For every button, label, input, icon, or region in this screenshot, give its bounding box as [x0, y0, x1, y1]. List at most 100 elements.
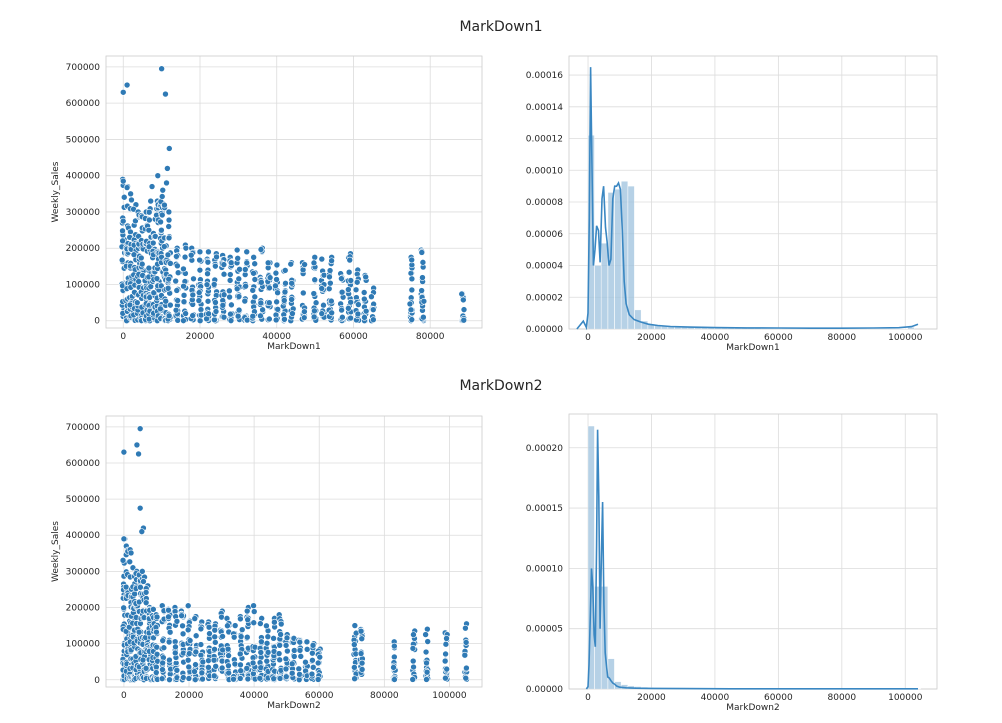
plot-frame — [105, 415, 483, 688]
scatter-point — [250, 253, 257, 261]
scatter-point — [345, 268, 353, 276]
x-tick-label: 0 — [585, 693, 591, 703]
scatter-point — [390, 664, 397, 671]
scatter-point — [316, 653, 324, 661]
y-tick-label: 0.00004 — [526, 262, 563, 272]
scatter-point — [137, 254, 145, 262]
scatter-point — [301, 308, 308, 315]
scatter-point — [351, 664, 358, 671]
scatter-point — [196, 317, 204, 325]
scatter-point — [185, 675, 193, 682]
scatter-point — [312, 299, 320, 307]
scatter-point — [249, 659, 257, 667]
scatter-point — [257, 620, 264, 627]
scatter-point — [127, 190, 134, 198]
scatter-point — [205, 310, 212, 318]
scatter-point — [150, 606, 157, 613]
scatter-point — [361, 295, 368, 303]
scatter-point — [302, 658, 309, 666]
y-tick-label: 600000 — [66, 459, 101, 469]
scatter-point — [338, 288, 346, 296]
scatter-point — [231, 622, 239, 629]
scatter-point — [410, 631, 417, 638]
x-tick-label: 60000 — [764, 333, 793, 343]
y-tick-label: 0.00010 — [526, 564, 563, 574]
scatter-point — [225, 652, 232, 659]
scatter-point — [230, 633, 238, 641]
scatter-point — [197, 625, 205, 633]
x-axis-label: MarkDown1 — [726, 343, 779, 353]
scatter-point — [288, 296, 295, 303]
scatter-point — [142, 589, 150, 596]
scatter-point — [153, 275, 161, 282]
scatter-point — [281, 288, 289, 296]
scatter-point — [289, 310, 296, 317]
scatter-point — [206, 630, 213, 637]
scatter-point — [224, 645, 232, 653]
x-tick-label: 40000 — [262, 332, 291, 342]
scatter-point — [264, 633, 272, 641]
scatter-point — [264, 259, 272, 267]
x-tick-label: 80000 — [828, 693, 857, 703]
scatter-point — [345, 304, 352, 312]
scatter-point — [159, 186, 167, 194]
scatter-point — [310, 259, 318, 267]
scatter-point — [250, 269, 257, 277]
scatter-point — [458, 290, 466, 298]
scatter-point — [308, 670, 316, 678]
scatter-point — [419, 259, 427, 266]
scatter-point — [309, 656, 316, 664]
scatter-point — [287, 260, 295, 268]
x-tick-label: 40000 — [701, 693, 730, 703]
scatter-point — [236, 265, 243, 273]
scatter-point — [228, 301, 235, 309]
scatter-point — [409, 676, 417, 683]
scatter-point — [130, 251, 138, 258]
scatter-points — [118, 65, 468, 325]
scatter-point — [266, 315, 273, 323]
scatter-point — [460, 296, 467, 304]
kde-line — [585, 429, 918, 690]
scatter-point — [241, 266, 249, 273]
scatter-point — [163, 179, 170, 187]
scatter-point — [184, 626, 192, 634]
y-tick-label: 400000 — [66, 531, 101, 541]
scatter-point — [320, 271, 328, 279]
scatter-point — [212, 639, 219, 646]
scatter-point — [274, 306, 282, 313]
scatter-point — [204, 297, 212, 305]
scatter-point — [295, 665, 303, 673]
scatter-point — [423, 676, 430, 683]
scatter-point — [135, 278, 142, 285]
scatter-point — [157, 305, 164, 313]
scatter-point — [418, 249, 426, 256]
scatter-point-outlier — [136, 504, 144, 512]
scatter-point — [338, 275, 345, 282]
scatter-point — [391, 642, 398, 650]
scatter-point-outlier — [138, 528, 146, 535]
scatter-point — [357, 650, 365, 657]
scatter-point — [119, 217, 127, 225]
scatter-point — [161, 201, 168, 209]
y-axis-label: Weekly_Sales — [51, 161, 61, 222]
scatter-point — [135, 628, 143, 636]
scatter-point — [195, 289, 203, 296]
scatter-point — [264, 649, 272, 656]
scatter-point — [235, 306, 243, 314]
scatter-point — [184, 602, 192, 610]
histogram-bar — [607, 658, 615, 690]
scatter-point — [159, 637, 167, 644]
histogram-bar — [587, 425, 595, 690]
scatter-point — [257, 649, 265, 656]
scatter-point — [273, 261, 281, 269]
scatter-point — [220, 291, 228, 299]
scatter-point — [225, 662, 232, 669]
x-tick-label: 60000 — [339, 332, 368, 342]
scatter-point — [234, 255, 242, 262]
scatter-point — [350, 641, 358, 648]
scatter-point — [210, 656, 218, 664]
scatter-point — [460, 316, 468, 324]
scatter-point — [158, 193, 166, 200]
chart-panel-3: 0 20000 40000 60000 80000 100000 0 100000 200000… — [51, 415, 483, 711]
scatter-point — [180, 265, 187, 273]
